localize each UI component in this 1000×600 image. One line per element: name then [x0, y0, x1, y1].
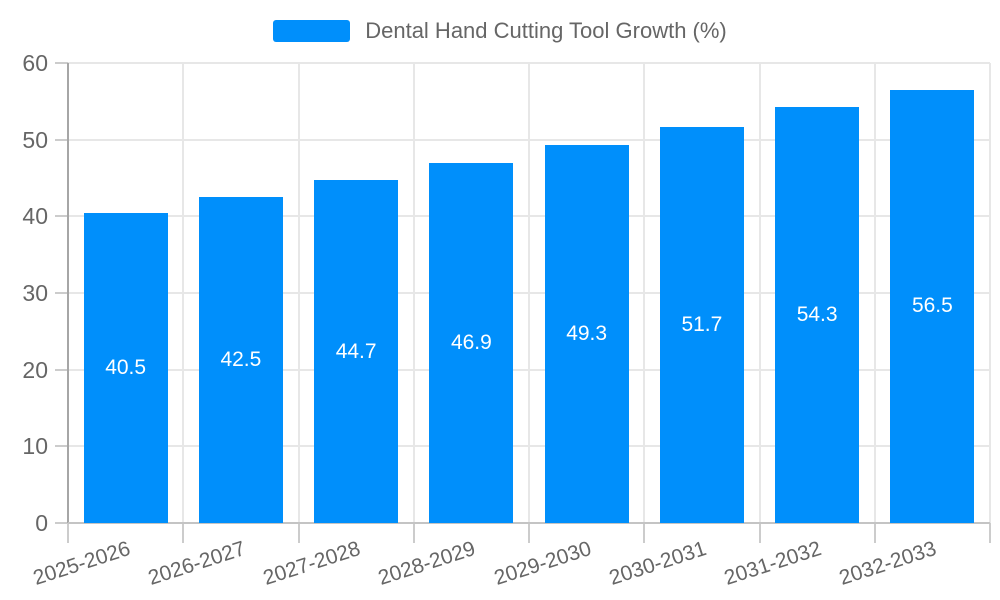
x-gridline: [989, 63, 991, 523]
bar-value-label: 44.7: [335, 339, 377, 363]
bar[interactable]: [775, 106, 860, 523]
bar-value-label: 49.3: [566, 322, 608, 346]
y-axis-tick-label: 30: [22, 280, 48, 306]
bar-value-label: 40.5: [105, 355, 147, 379]
bar-value-label: 42.5: [220, 348, 262, 372]
bar[interactable]: [659, 126, 744, 523]
y-axis-tick: [55, 215, 68, 218]
y-axis-tick: [55, 292, 68, 294]
x-axis-tick: [182, 523, 185, 543]
y-axis-tick: [55, 445, 68, 448]
y-axis-line: [67, 63, 69, 523]
x-gridline: [528, 63, 530, 523]
chart-legend[interactable]: Dental Hand Cutting Tool Growth (%): [0, 18, 1000, 44]
x-gridline: [297, 63, 300, 523]
bar[interactable]: [544, 145, 629, 523]
bar[interactable]: [198, 197, 283, 523]
y-axis-tick: [55, 522, 68, 524]
x-gridline: [758, 63, 761, 523]
bar[interactable]: [83, 212, 168, 523]
x-gridline: [412, 63, 415, 523]
y-axis-tick-label: 60: [22, 50, 48, 76]
bar-value-label: 51.7: [681, 312, 723, 336]
x-gridline: [643, 63, 646, 523]
x-axis-line: [68, 522, 990, 524]
x-axis-tick: [873, 523, 876, 543]
y-axis-tick-label: 40: [22, 203, 48, 230]
bar[interactable]: [890, 89, 975, 523]
x-axis-tick: [297, 523, 300, 543]
bar[interactable]: [314, 180, 399, 523]
x-axis-tick: [643, 523, 646, 543]
y-axis-tick-label: 50: [22, 126, 48, 153]
legend-label: Dental Hand Cutting Tool Growth (%): [365, 18, 727, 43]
x-axis-tick: [528, 523, 530, 543]
y-axis-tick: [55, 368, 68, 371]
bar[interactable]: [429, 163, 514, 523]
x-axis-tick: [989, 523, 991, 543]
y-axis-tick-label: 20: [22, 356, 48, 383]
x-axis-tick: [758, 523, 761, 543]
bar-value-label: 54.3: [796, 302, 838, 326]
x-gridline: [182, 63, 185, 523]
y-axis-tick-label: 10: [22, 433, 48, 460]
bar-value-label: 56.5: [911, 294, 953, 318]
x-axis-tick: [67, 523, 69, 543]
x-gridline: [873, 63, 876, 523]
x-axis-tick: [412, 523, 415, 543]
bar-value-label: 46.9: [450, 331, 492, 355]
y-axis-tick-label: 0: [35, 510, 48, 536]
y-axis-tick: [55, 62, 68, 64]
legend-swatch: [273, 20, 351, 42]
y-axis-tick: [55, 138, 68, 141]
